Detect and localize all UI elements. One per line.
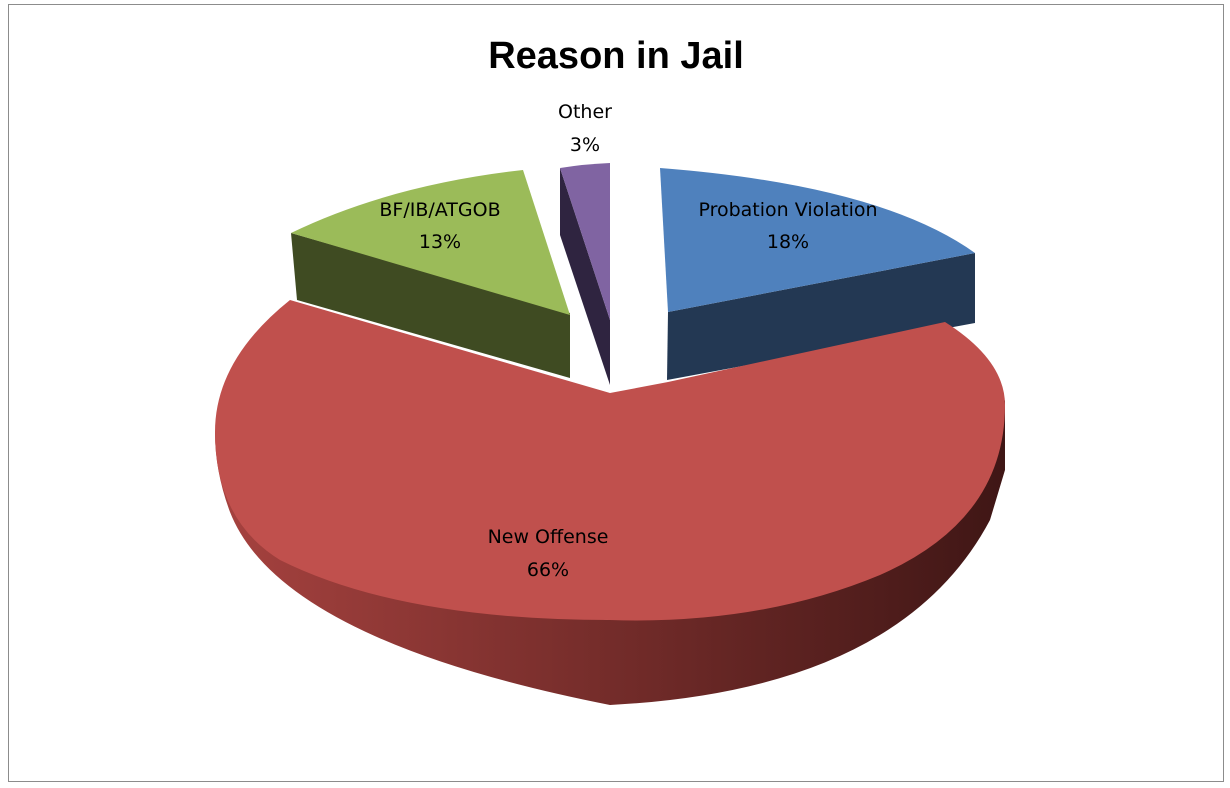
label-bf-percent: 13% <box>419 231 461 253</box>
pie-slice-side-bf <box>291 233 570 378</box>
pie-slice-side-probation <box>667 253 975 380</box>
label-bf-name: BF/IB/ATGOB <box>379 199 500 221</box>
pie-slice-new-offense <box>215 300 1005 621</box>
label-new-offense-name: New Offense <box>488 526 609 548</box>
label-other-percent: 3% <box>570 134 600 156</box>
pie-slice-probation <box>660 168 975 312</box>
pie-slice-bf <box>291 170 570 315</box>
label-probation-percent: 18% <box>767 231 809 253</box>
pie-slice-side-other <box>560 168 610 385</box>
pie-slice-other <box>560 163 610 320</box>
label-other-name: Other <box>558 101 612 123</box>
label-new-offense-percent: 66% <box>527 559 569 581</box>
label-probation-name: Probation Violation <box>698 199 877 221</box>
pie-slice-side-new-offense <box>215 400 1005 705</box>
chart-title: Reason in Jail <box>488 35 744 77</box>
